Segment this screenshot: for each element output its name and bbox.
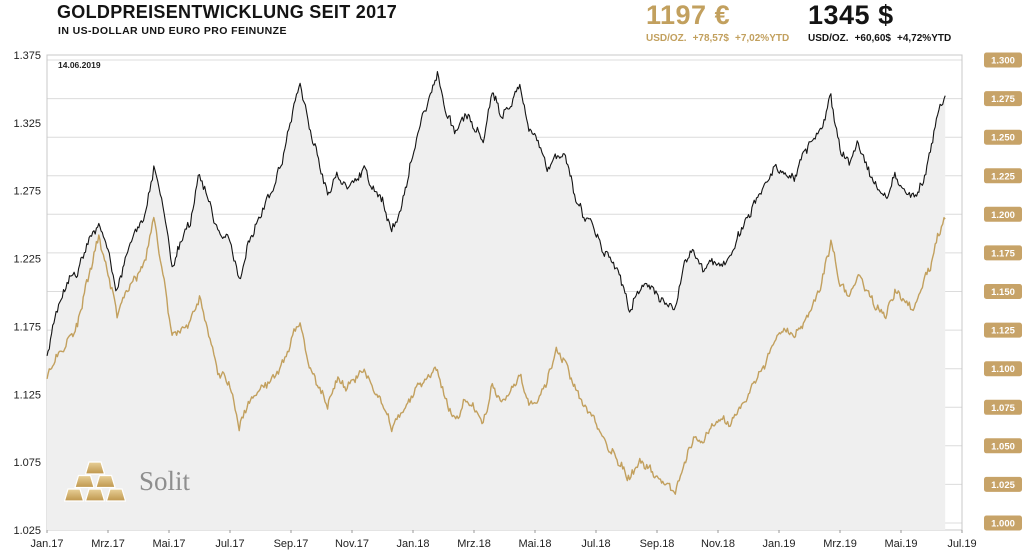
solit-logo: Solit xyxy=(64,461,190,502)
svg-text:1.175: 1.175 xyxy=(991,248,1015,259)
svg-text:1.000: 1.000 xyxy=(991,519,1015,530)
svg-text:Sep.18: Sep.18 xyxy=(640,538,675,550)
svg-text:1.275: 1.275 xyxy=(13,186,41,198)
svg-text:1.025: 1.025 xyxy=(991,480,1015,491)
svg-text:1.075: 1.075 xyxy=(991,403,1015,414)
eur-series-line xyxy=(46,216,946,495)
left-axis-labels: 1.375 1.325 1.275 1.225 1.175 1.125 1.075 1.025 xyxy=(13,50,41,537)
eur-price-value: 1197 € xyxy=(646,0,731,30)
solit-logo-text: Solit xyxy=(139,466,191,496)
svg-text:1.150: 1.150 xyxy=(991,287,1015,298)
svg-text:Jan.18: Jan.18 xyxy=(396,538,429,550)
svg-text:Nov.17: Nov.17 xyxy=(335,538,369,550)
svg-text:1.275: 1.275 xyxy=(991,94,1015,105)
svg-text:1.200: 1.200 xyxy=(991,210,1015,221)
eur-ytd-label: +7,02%YTD xyxy=(735,33,790,44)
usd-price-details: USD/OZ. +60,60$ +4,72%YTD xyxy=(808,33,957,44)
right-axis-labels: 1.300 1.275 1.250 1.225 1.200 1.175 1.150 1.125… xyxy=(984,52,1022,531)
solit-pyramid-icon xyxy=(64,461,126,502)
svg-text:Mrz.19: Mrz.19 xyxy=(823,538,857,550)
page-subtitle: IN US-DOLLAR UND EURO PRO FEINUNZE xyxy=(58,25,287,37)
svg-text:1.250: 1.250 xyxy=(991,133,1015,144)
x-axis-labels: Jan.17 Mrz.17 Mai.17 Jul.17 Sep.17 Nov.17 Jan.… xyxy=(30,530,977,550)
svg-text:1.175: 1.175 xyxy=(13,321,41,333)
svg-text:Sep.17: Sep.17 xyxy=(274,538,309,550)
svg-text:Jul.18: Jul.18 xyxy=(581,538,610,550)
svg-text:1.225: 1.225 xyxy=(13,254,41,266)
eur-unit-label: USD/OZ. xyxy=(646,33,687,44)
svg-text:Mrz.17: Mrz.17 xyxy=(91,538,125,550)
svg-text:1.125: 1.125 xyxy=(13,389,41,401)
svg-text:1.050: 1.050 xyxy=(991,441,1015,452)
svg-text:1.225: 1.225 xyxy=(991,171,1015,182)
svg-text:1.100: 1.100 xyxy=(991,364,1015,375)
svg-text:Jan.17: Jan.17 xyxy=(30,538,63,550)
svg-text:1.075: 1.075 xyxy=(13,457,41,469)
page-title: GOLDPREISENTWICKLUNG SEIT 2017 xyxy=(57,2,398,22)
usd-price-value: 1345 $ xyxy=(808,0,894,30)
svg-text:1.375: 1.375 xyxy=(13,50,41,62)
svg-text:1.325: 1.325 xyxy=(13,118,41,130)
svg-text:Mai.18: Mai.18 xyxy=(518,538,551,550)
svg-text:Mai.19: Mai.19 xyxy=(884,538,917,550)
chart-date-annotation: 14.06.2019 xyxy=(58,60,101,70)
svg-text:Jan.19: Jan.19 xyxy=(762,538,795,550)
svg-text:1.125: 1.125 xyxy=(991,326,1015,337)
usd-series-area xyxy=(47,71,946,530)
svg-text:Mai.17: Mai.17 xyxy=(152,538,185,550)
eur-price-details: USD/OZ. +78,57$ +7,02%YTD xyxy=(646,33,795,44)
usd-price-block: 1345 $ USD/OZ. +60,60$ +4,72%YTD xyxy=(808,0,957,44)
svg-text:1.300: 1.300 xyxy=(991,56,1015,67)
svg-text:Jul.19: Jul.19 xyxy=(947,538,976,550)
svg-text:Jul.17: Jul.17 xyxy=(215,538,244,550)
usd-unit-label: USD/OZ. xyxy=(808,33,849,44)
usd-ytd-label: +4,72%YTD xyxy=(897,33,952,44)
usd-change-label: +60,60$ xyxy=(854,33,891,44)
usd-series-line xyxy=(46,71,946,357)
eur-price-block: 1197 € USD/OZ. +78,57$ +7,02%YTD xyxy=(646,0,795,44)
svg-text:Mrz.18: Mrz.18 xyxy=(457,538,491,550)
svg-text:1.025: 1.025 xyxy=(13,525,41,537)
eur-change-label: +78,57$ xyxy=(692,33,729,44)
svg-text:Nov.18: Nov.18 xyxy=(701,538,735,550)
